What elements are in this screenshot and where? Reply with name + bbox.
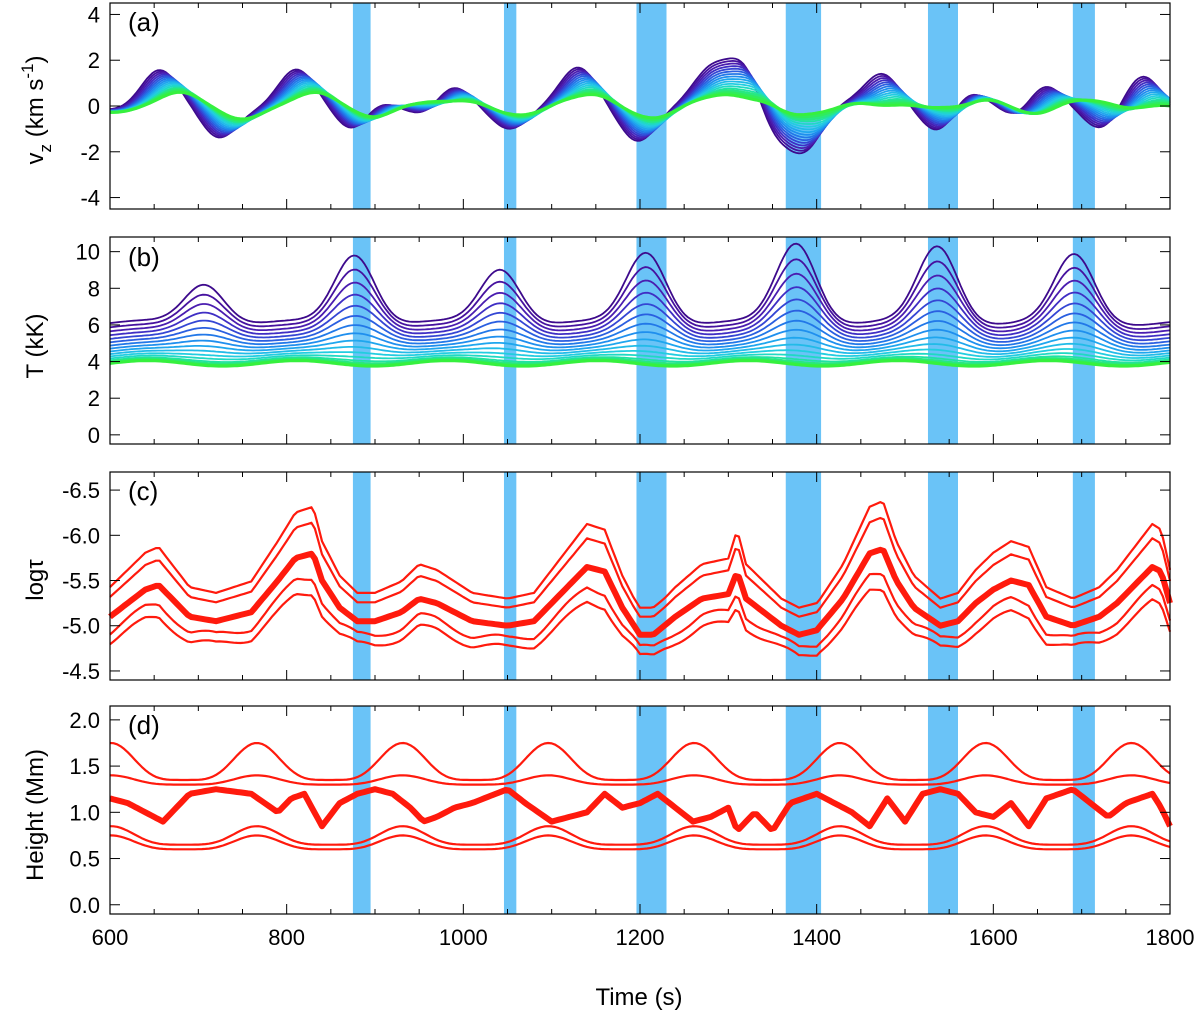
panel-b-ytick-label: 6 <box>88 313 100 338</box>
panel-b-series-6 <box>109 309 1171 345</box>
shaded-interval-a-4 <box>785 3 822 209</box>
x-tick-label: 1600 <box>969 925 1018 950</box>
panel-c-series-3 <box>108 546 1173 638</box>
panel-b-series-8 <box>109 328 1171 351</box>
panel-a-ytick-label: 2 <box>88 48 100 73</box>
panel-c-series-2 <box>109 516 1172 618</box>
panel-c-series-5 <box>109 588 1172 657</box>
panel-b-ylabel: T (kK) <box>22 314 49 379</box>
x-tick-label: 800 <box>268 925 305 950</box>
x-tick-label: 1200 <box>616 925 665 950</box>
panel-b-series-10 <box>109 342 1171 357</box>
panel-a-ylabel: vz (km s-1) <box>18 56 55 165</box>
panel-a-ylabel-unit-close: ) <box>22 56 49 64</box>
panel-a-ylabel-unit-open: (km s <box>22 79 49 144</box>
panel-b-series-11 <box>109 348 1171 359</box>
panel-d-ytick-label: 2.0 <box>69 708 100 733</box>
panel-b-series-4 <box>109 286 1171 338</box>
panel-a-ylabel-sup: -1 <box>18 64 37 79</box>
panel-c-ytick-label: -4.5 <box>62 659 100 684</box>
shaded-interval-c-5 <box>927 472 958 680</box>
panel-c-ylabel: logτ <box>22 559 49 601</box>
panel-d-series-4 <box>109 825 1171 846</box>
panel-d-label: (d) <box>128 710 160 740</box>
shaded-interval-a-1 <box>352 3 371 209</box>
series-layer <box>108 57 1173 851</box>
x-tick-label: 600 <box>92 925 129 950</box>
panel-d-series-1 <box>109 741 1171 782</box>
panel-b-series-12 <box>109 352 1171 362</box>
panel-b-series-5 <box>109 298 1171 342</box>
panel-d-ylabel: Height (Mm) <box>22 749 49 881</box>
panel-a-ylabel-sub: z <box>36 144 55 153</box>
panel-c-ytick-label: -5.0 <box>62 614 100 639</box>
panel-c-ytick-label: -6.5 <box>62 478 100 503</box>
panel-b-label: (b) <box>128 242 160 272</box>
panel-a-ytick-label: 4 <box>88 2 100 27</box>
shaded-interval-d-1 <box>352 706 371 914</box>
x-tick-label: 1400 <box>792 925 841 950</box>
panel-c-label: (c) <box>128 476 158 506</box>
shaded-interval-d-5 <box>927 706 958 914</box>
panel-a-ylabel-main: v <box>22 152 49 164</box>
panel-a-label: (a) <box>128 7 160 37</box>
panel-b-series-1 <box>109 242 1171 326</box>
panel-a-ytick-label: -2 <box>80 140 100 165</box>
panel-b-series-3 <box>109 272 1171 334</box>
panel-b-series-16 <box>109 359 1171 368</box>
x-tick-label: 1000 <box>439 925 488 950</box>
axes-layer: 4 2 0 -2 -4 10 8 6 4 2 0 -6.5 -6.0 -5.5 -5.0 -4.5 2.0 1.5… <box>62 2 1194 950</box>
panel-b-series-13 <box>109 355 1171 364</box>
panel-d-series-3 <box>109 786 1173 832</box>
shaded-interval-a-3 <box>636 3 667 209</box>
panel-b-ytick-label: 8 <box>88 276 100 301</box>
panel-c-ytick-label: -6.0 <box>62 523 100 548</box>
panel-d-ytick-label: 1.0 <box>69 800 100 825</box>
panel-d-ytick-label: 0.0 <box>69 893 100 918</box>
panel-c-series-4 <box>109 572 1172 648</box>
shading-layer <box>352 3 1095 914</box>
shaded-interval-c-2 <box>503 472 517 680</box>
panel-b-series-2 <box>109 258 1171 330</box>
shaded-interval-d-2 <box>503 706 517 914</box>
panel-d-ytick-label: 0.5 <box>69 847 100 872</box>
panel-d-series-5 <box>109 834 1171 851</box>
panel-d-ytick-label: 1.5 <box>69 754 100 779</box>
shaded-interval-d-3 <box>636 706 667 914</box>
panel-b-series-7 <box>109 319 1171 348</box>
shaded-interval-a-2 <box>503 3 517 209</box>
shaded-interval-c-6 <box>1072 472 1095 680</box>
shaded-interval-c-1 <box>352 472 371 680</box>
panel-a-ytick-label: 0 <box>88 94 100 119</box>
shaded-interval-b-4 <box>785 237 822 444</box>
shaded-interval-b-6 <box>1072 237 1095 444</box>
panel-b-ytick-label: 4 <box>88 350 100 375</box>
panel-a-ytick-label: -4 <box>80 186 100 211</box>
panel-c-series-1 <box>109 501 1172 609</box>
panel-d-series-2 <box>109 774 1171 786</box>
panel-b-ytick-label: 2 <box>88 386 100 411</box>
panel-c-ytick-label: -5.5 <box>62 569 100 594</box>
x-axis-title: Time (s) <box>595 984 682 1011</box>
panel-b-ytick-label: 0 <box>88 423 100 448</box>
shaded-interval-b-2 <box>503 237 517 444</box>
x-tick-label: 1800 <box>1146 925 1195 950</box>
panel-b-series-9 <box>109 336 1171 354</box>
panel-a-series-16 <box>110 90 1171 121</box>
shaded-interval-d-6 <box>1072 706 1095 914</box>
shaded-interval-c-3 <box>636 472 667 680</box>
shaded-interval-d-4 <box>785 706 822 914</box>
panel-b-ytick-label: 10 <box>76 240 100 265</box>
